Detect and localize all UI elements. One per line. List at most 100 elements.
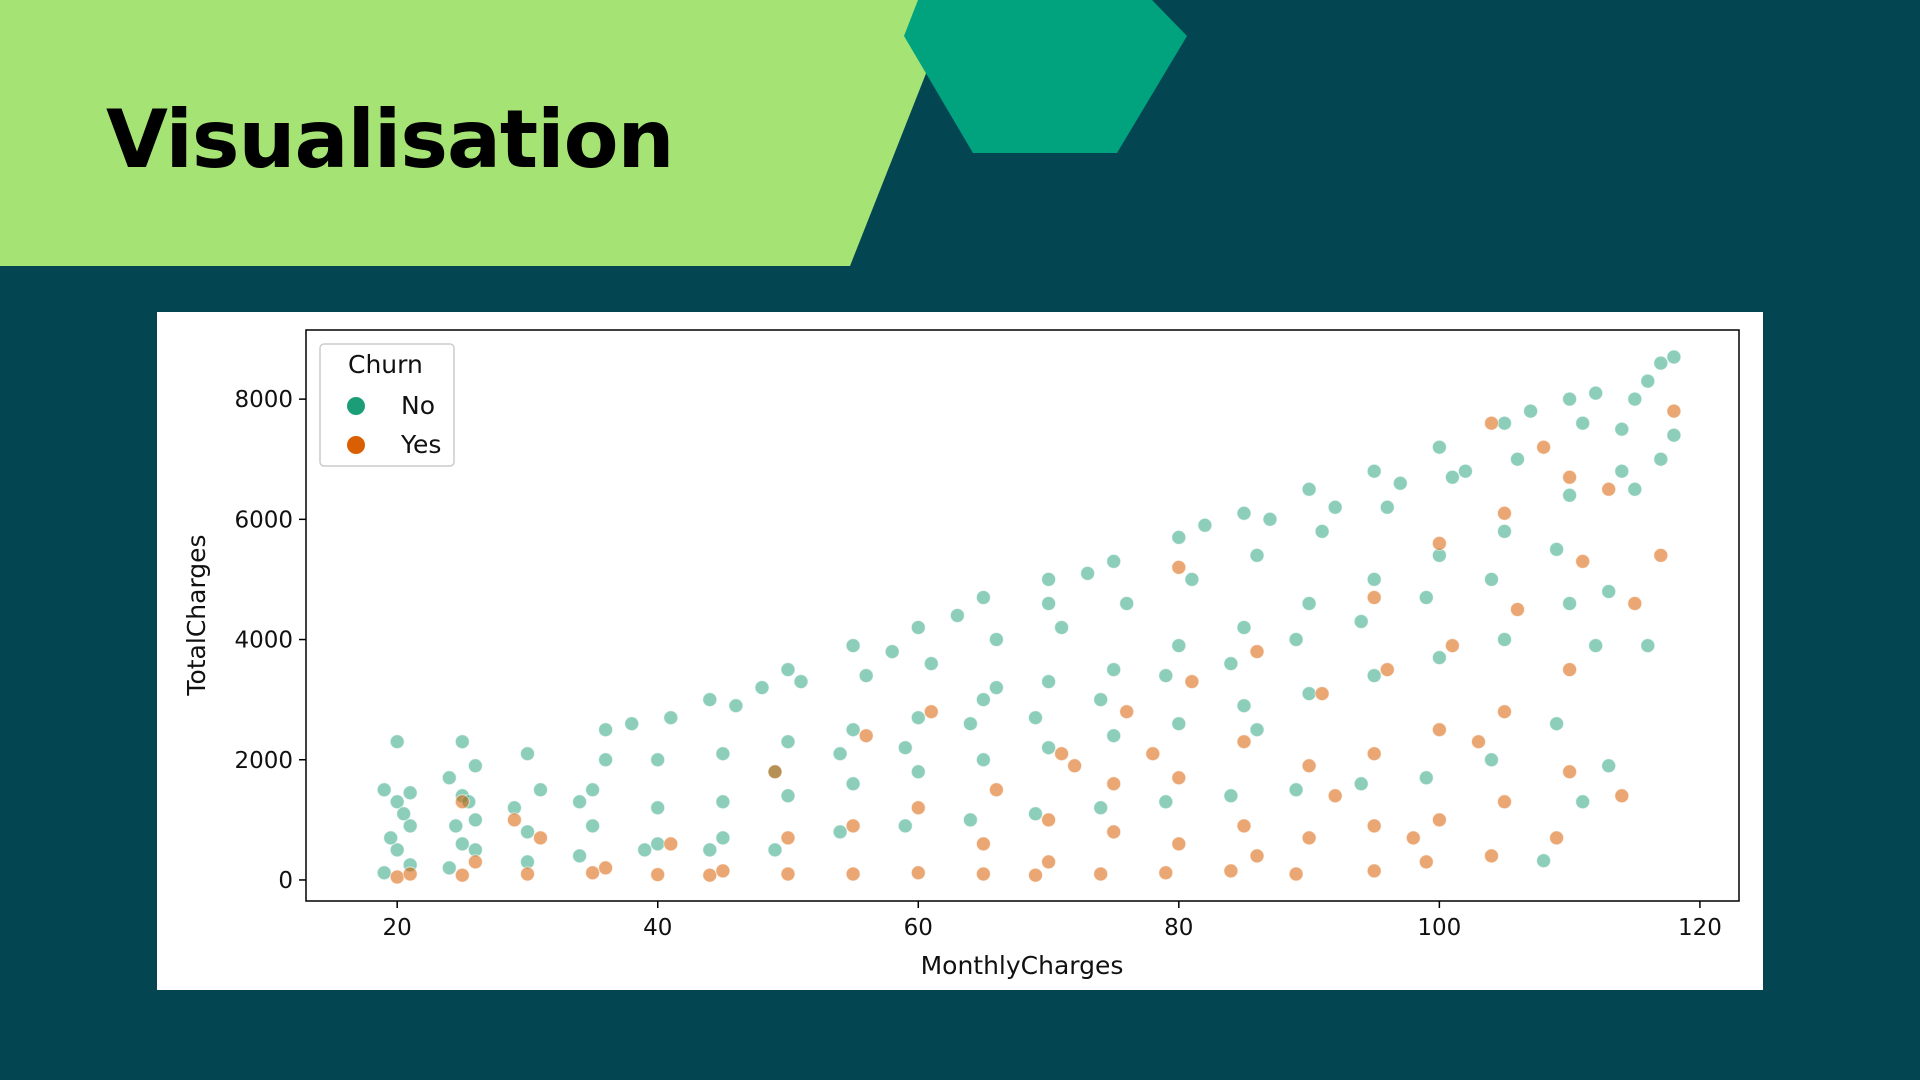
point-yes-21 (910, 800, 926, 816)
point-yes-55 (1431, 535, 1447, 551)
x-axis-label: MonthlyCharges (921, 951, 1124, 980)
point-no-89 (1223, 656, 1239, 672)
title-banner (0, 0, 1187, 266)
point-no-134 (1666, 427, 1682, 443)
point-yes-35 (1171, 770, 1187, 786)
point-no-145 (1262, 511, 1278, 527)
point-no-32 (650, 800, 666, 816)
y-tick-label-0: 0 (278, 868, 293, 894)
point-no-107 (1418, 590, 1434, 605)
point-yes-64 (1575, 553, 1591, 569)
point-yes-43 (1301, 830, 1317, 846)
point-yes-71 (1484, 415, 1499, 431)
point-yes-41 (1249, 644, 1265, 660)
point-yes-44 (1301, 758, 1317, 774)
point-yes-61 (1549, 830, 1565, 846)
point-no-4 (376, 782, 392, 798)
point-yes-76 (1405, 830, 1421, 846)
point-no-148 (988, 680, 1004, 696)
point-yes-62 (1562, 764, 1578, 780)
point-no-6 (389, 734, 405, 750)
point-no-82 (1171, 529, 1187, 545)
point-no-42 (767, 842, 783, 858)
point-no-59 (897, 740, 913, 756)
point-no-133 (1627, 481, 1643, 497)
point-no-90 (1288, 782, 1304, 798)
point-no-11 (454, 836, 470, 852)
point-yes-3 (467, 854, 483, 870)
point-no-114 (1549, 716, 1565, 732)
point-no-77 (1093, 692, 1109, 708)
point-no-119 (1549, 541, 1565, 557)
point-yes-5 (506, 812, 522, 828)
point-no-102 (1418, 770, 1434, 786)
point-no-65 (962, 716, 978, 732)
slide-title: Visualisation (106, 93, 675, 186)
point-no-51 (858, 668, 874, 684)
x-tick-label-40: 40 (643, 915, 672, 941)
point-yes-28 (1054, 746, 1070, 762)
point-no-7 (383, 830, 399, 846)
point-no-53 (832, 746, 848, 762)
point-no-14 (441, 770, 457, 786)
point-no-101 (1353, 614, 1369, 629)
point-no-141 (754, 680, 770, 696)
point-no-67 (1041, 740, 1057, 756)
point-yes-10 (650, 867, 666, 883)
point-no-118 (1562, 391, 1578, 407)
point-no-64 (975, 590, 991, 605)
point-no-120 (1601, 584, 1617, 599)
point-no-142 (624, 716, 640, 732)
legend: Churn No Yes (319, 343, 455, 467)
point-no-144 (1080, 565, 1096, 581)
y-tick-label-6000: 6000 (234, 507, 293, 533)
point-no-57 (923, 656, 939, 672)
point-yes-16 (767, 764, 783, 780)
point-no-143 (949, 608, 965, 623)
point-no-38 (715, 746, 731, 762)
point-yes-34 (1171, 836, 1187, 852)
point-no-73 (1106, 728, 1122, 744)
point-no-128 (1588, 638, 1604, 654)
point-no-62 (975, 692, 991, 708)
point-no-75 (1119, 596, 1135, 611)
point-no-135 (1041, 596, 1057, 611)
x-tick-label-100: 100 (1417, 915, 1461, 941)
point-no-74 (1106, 662, 1122, 678)
point-yes-36 (1184, 674, 1200, 690)
point-yes-51 (1418, 854, 1434, 870)
legend-marker-yes (347, 436, 365, 454)
x-tick-label-60: 60 (904, 915, 933, 941)
point-no-147 (1588, 385, 1604, 401)
point-yes-11 (663, 836, 679, 852)
point-no-0 (376, 865, 392, 881)
point-no-2 (402, 818, 418, 834)
point-no-55 (910, 764, 926, 780)
point-no-86 (1236, 620, 1252, 635)
point-no-117 (1575, 415, 1591, 431)
point-yes-12 (702, 867, 718, 883)
point-no-137 (1327, 499, 1343, 515)
point-yes-68 (1653, 547, 1669, 563)
point-yes-29 (1093, 866, 1109, 882)
point-no-52 (845, 638, 861, 654)
point-no-94 (1301, 481, 1317, 497)
point-no-112 (1497, 415, 1512, 431)
point-yes-8 (585, 865, 601, 881)
y-axis-label: TotalCharges (182, 534, 211, 696)
point-yes-37 (1171, 559, 1187, 575)
point-no-54 (897, 818, 913, 834)
point-yes-32 (1119, 704, 1135, 720)
point-yes-1 (402, 866, 418, 882)
point-yes-47 (1366, 818, 1382, 834)
point-no-121 (1614, 463, 1630, 479)
point-no-44 (780, 734, 796, 750)
point-yes-20 (910, 865, 926, 881)
point-no-138 (1457, 463, 1473, 479)
point-no-60 (962, 812, 978, 828)
point-no-132 (1601, 758, 1617, 774)
point-yes-25 (1028, 867, 1043, 883)
point-no-129 (1640, 638, 1656, 654)
point-no-39 (728, 698, 744, 714)
point-no-8 (396, 806, 412, 822)
